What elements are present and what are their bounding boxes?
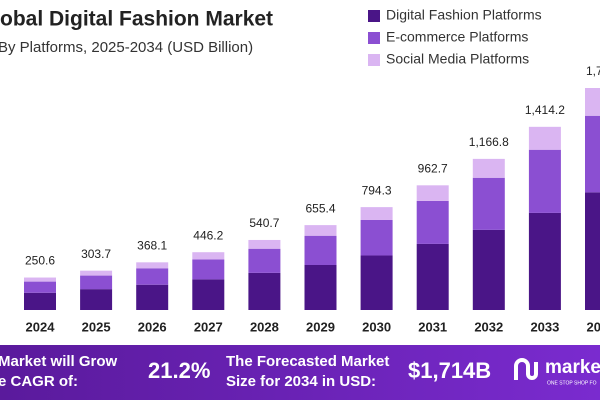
bar-segment [80,289,113,310]
total-label: 446.2 [193,228,223,242]
bar-segment [416,243,449,310]
bar-segment [24,277,56,282]
bar-segment [24,281,56,293]
bar-segment [248,239,281,249]
x-tick-label: 2034 [587,319,600,334]
forecast-value: $1,714B [408,358,491,383]
bar-segment [304,235,337,266]
banner-text: e CAGR of: [0,373,78,390]
total-label: 1,166.8 [469,135,509,149]
bar-segment [248,272,281,310]
chart-subtitle: By Platforms, 2025-2034 (USD Billion) [0,39,253,56]
bar-segment [192,252,225,260]
bar-segment [136,268,169,285]
banner-text: Market will Grow [0,353,118,370]
x-tick-label: 2033 [530,319,559,334]
total-label: 655.4 [305,201,335,215]
banner-text: Size for 2034 in USD: [226,373,376,390]
logo-tagline: ONE STOP SHOP FO [547,380,597,386]
logo-icon [514,358,538,380]
bar-segment [24,292,56,310]
bar-segment [360,219,393,256]
bar-segment [192,259,225,280]
banner [0,345,600,400]
x-tick-label: 2025 [82,319,111,334]
total-label: 1,414.2 [525,103,565,117]
total-label: 368.1 [137,238,167,252]
bar-segment [360,255,393,310]
legend: Digital Fashion Platforms E-commerce Plat… [368,7,542,67]
bar-segment [416,200,449,244]
bar-segment [360,207,393,220]
bar-segment [472,158,505,178]
legend-swatch [368,54,380,66]
x-tick-label: 2029 [306,319,335,334]
bar-segment [528,149,561,213]
total-label: 962.7 [418,161,448,175]
legend-label: Social Media Platforms [386,51,529,67]
bar-segment [585,192,600,310]
bar-segment [304,265,337,310]
total-label: 1,714 [586,64,600,78]
bar-segment [528,126,561,150]
bar-segment [248,248,281,273]
legend-label: Digital Fashion Platforms [386,7,542,23]
bar-segment [192,279,225,310]
bar-segment [472,177,505,230]
total-label: 303.7 [81,247,111,261]
legend-swatch [368,10,380,22]
total-label: 794.3 [362,183,392,197]
x-tick-label: 2028 [250,319,279,334]
bar-segment [472,229,505,310]
chart-title: obal Digital Fashion Market [0,8,273,31]
bar-segment [80,275,113,290]
bar-segment [528,212,561,310]
bar-segment [304,225,337,236]
x-tick-label: 2027 [194,319,223,334]
x-tick-label: 2026 [138,319,167,334]
cagr-value: 21.2% [148,358,210,383]
x-tick-label: 2024 [26,319,56,334]
total-label: 540.7 [249,216,279,230]
x-tick-label: 2031 [418,319,447,334]
bar-segment [80,270,113,276]
bar-segment [416,185,449,201]
logo: marke [545,357,600,378]
bar-segment [136,262,169,269]
bar-segment [136,284,169,310]
legend-swatch [368,32,380,44]
total-label: 250.6 [25,254,55,268]
legend-label: E-commerce Platforms [386,29,528,45]
banner-text: The Forecasted Market [226,353,389,370]
bar-segment [585,115,600,193]
plot: 250.6 2024 303.7 2025 368.1 2026 446.2 2027 540.… [24,64,600,334]
x-tick-label: 2030 [362,319,391,334]
bar-segment [585,88,600,116]
x-tick-label: 2032 [474,319,503,334]
